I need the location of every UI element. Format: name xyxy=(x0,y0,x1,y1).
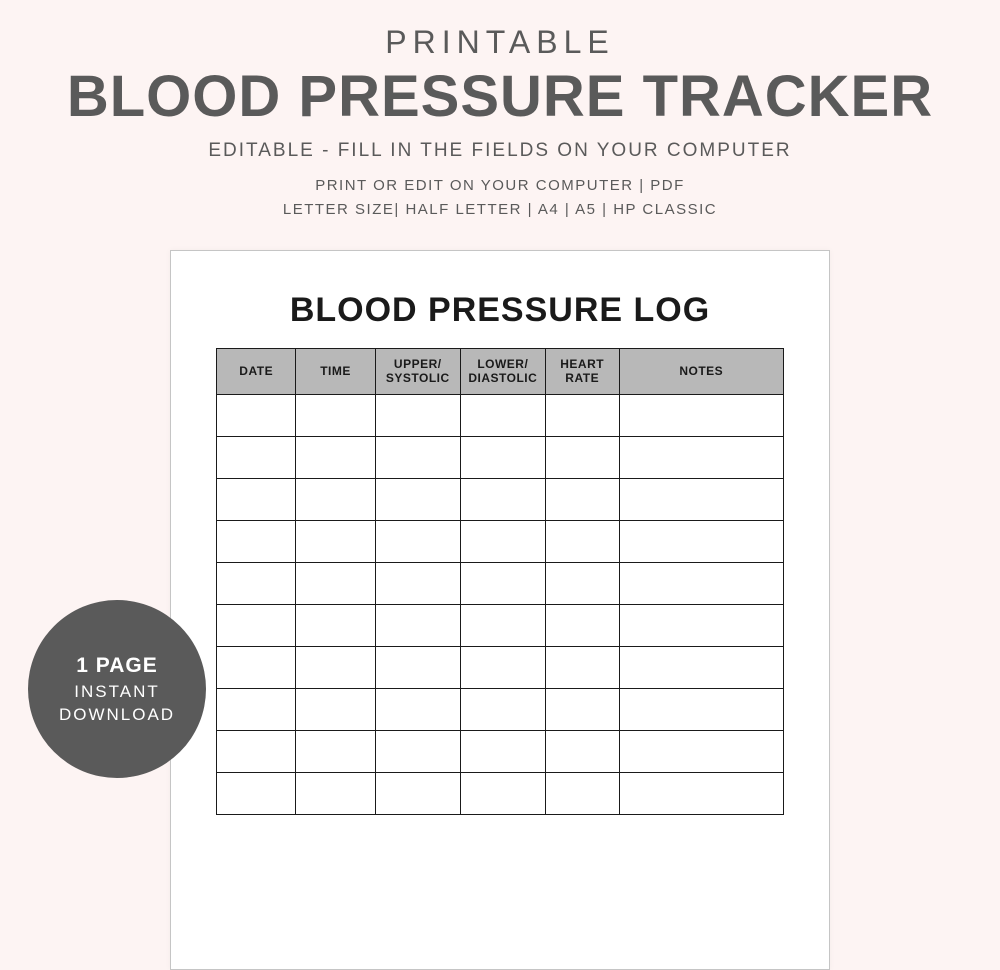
col-header-systolic: UPPER/SYSTOLIC xyxy=(375,349,460,395)
meta-block: PRINT OR EDIT ON YOUR COMPUTER | PDF LET… xyxy=(0,174,1000,222)
log-title: BLOOD PRESSURE LOG xyxy=(216,291,784,330)
download-badge: 1 PAGE INSTANT DOWNLOAD xyxy=(28,600,206,778)
badge-subline-1: INSTANT xyxy=(74,681,159,702)
col-header-diastolic: LOWER/DIASTOLIC xyxy=(460,349,545,395)
table-row xyxy=(217,562,784,604)
table-header-row: DATE TIME UPPER/SYSTOLIC LOWER/DIASTOLIC… xyxy=(217,349,784,395)
eyebrow-text: PRINTABLE xyxy=(0,24,1000,61)
table-row xyxy=(217,604,784,646)
table-row xyxy=(217,478,784,520)
page-preview: BLOOD PRESSURE LOG DATE TIME UPPER/SYSTO… xyxy=(170,250,830,970)
col-header-heart-rate: HEARTRATE xyxy=(545,349,619,395)
meta-line-2: LETTER SIZE| HALF LETTER | A4 | A5 | HP … xyxy=(0,198,1000,222)
main-title: BLOOD PRESSURE TRACKER xyxy=(0,63,1000,130)
col-header-date: DATE xyxy=(217,349,296,395)
subtitle: EDITABLE - FILL IN THE FIELDS ON YOUR CO… xyxy=(0,140,1000,162)
table-row xyxy=(217,394,784,436)
promo-header: PRINTABLE BLOOD PRESSURE TRACKER EDITABL… xyxy=(0,0,1000,222)
table-body xyxy=(217,394,784,814)
table-row xyxy=(217,646,784,688)
table-row xyxy=(217,772,784,814)
badge-subline-2: DOWNLOAD xyxy=(59,704,175,725)
blood-pressure-table: DATE TIME UPPER/SYSTOLIC LOWER/DIASTOLIC… xyxy=(216,348,784,815)
col-header-notes: NOTES xyxy=(619,349,783,395)
table-row xyxy=(217,730,784,772)
badge-headline: 1 PAGE xyxy=(76,653,157,679)
table-row xyxy=(217,688,784,730)
table-row xyxy=(217,436,784,478)
col-header-time: TIME xyxy=(296,349,375,395)
table-row xyxy=(217,520,784,562)
meta-line-1: PRINT OR EDIT ON YOUR COMPUTER | PDF xyxy=(0,174,1000,198)
